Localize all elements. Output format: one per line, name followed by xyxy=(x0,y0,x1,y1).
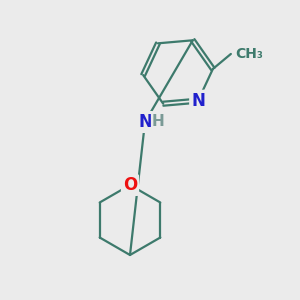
Text: N: N xyxy=(191,92,205,110)
Text: N: N xyxy=(138,113,152,131)
Text: H: H xyxy=(152,113,164,128)
Text: O: O xyxy=(123,176,137,194)
Text: CH₃: CH₃ xyxy=(235,47,263,61)
